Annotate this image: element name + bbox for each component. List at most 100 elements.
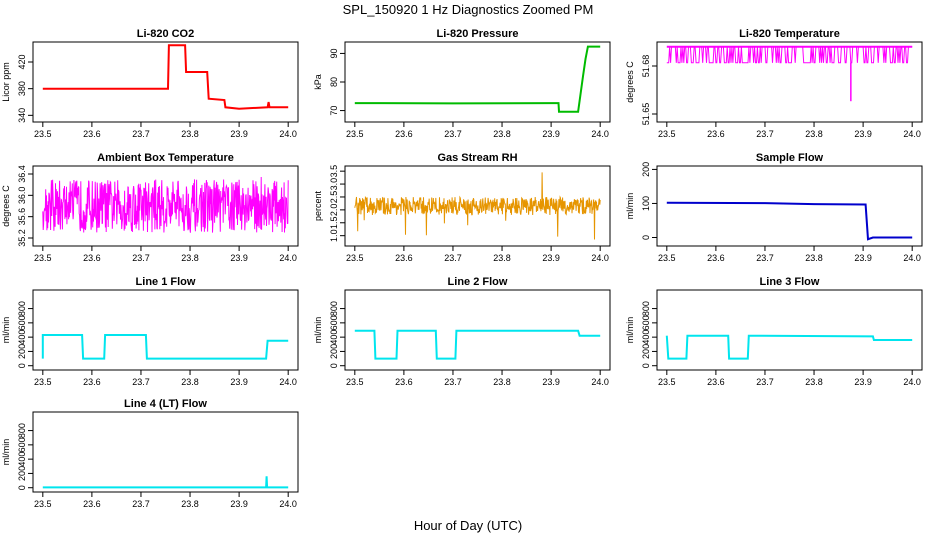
y-axis-label: kPa	[313, 74, 323, 90]
x-tick-label: 24.0	[279, 377, 297, 387]
y-tick-label: 0	[641, 363, 651, 368]
plot-frame	[32, 411, 299, 493]
series-line	[354, 172, 601, 240]
y-tick-label: 36.4	[17, 165, 27, 183]
y-tick-label: 200	[329, 344, 339, 359]
y-tick-label: 800	[641, 301, 651, 316]
x-tick-label: 24.0	[903, 377, 921, 387]
x-tick-label: 23.7	[132, 377, 150, 387]
series-line	[665, 334, 913, 360]
x-tick-label: 23.5	[34, 129, 52, 139]
panel-title: Sample Flow	[756, 152, 824, 164]
data-layer	[41, 334, 289, 360]
series-line	[354, 329, 601, 360]
x-tick-label: 23.8	[493, 253, 511, 263]
data-layer	[666, 201, 913, 241]
y-axis-label: Licor ppm	[1, 62, 11, 102]
plot-frame	[32, 165, 299, 247]
y-tick-label: 200	[641, 162, 651, 177]
x-tick-label: 23.7	[132, 499, 150, 509]
y-axis-label: ml/min	[313, 317, 323, 344]
x-tick-label: 23.7	[444, 129, 462, 139]
x-tick-label: 23.5	[658, 377, 676, 387]
x-tick-label: 23.6	[83, 377, 101, 387]
y-tick-label: 35.6	[17, 208, 27, 226]
panel-title: Ambient Box Temperature	[97, 152, 234, 164]
x-tick-label: 23.5	[658, 253, 676, 263]
x-tick-label: 23.7	[756, 253, 774, 263]
y-tick-label: 400	[17, 452, 27, 467]
data-layer	[42, 44, 289, 110]
y-tick-label: 200	[17, 344, 27, 359]
x-tick-label: 23.8	[181, 253, 199, 263]
panel-title: Li-820 Temperature	[739, 28, 840, 40]
data-layer	[354, 172, 601, 240]
x-tick-label: 23.6	[707, 377, 725, 387]
x-tick-label: 23.5	[346, 253, 364, 263]
series-line	[354, 45, 601, 113]
x-tick-label: 23.5	[34, 377, 52, 387]
panel-5: Gas Stream RH 23.5 23.6 23.7 23.8 23.9 24.0 1.0…	[313, 152, 611, 263]
y-tick-label: 600	[17, 315, 27, 330]
x-tick-label: 24.0	[279, 253, 297, 263]
data-layer	[354, 329, 601, 360]
y-tick-label: 200	[641, 344, 651, 359]
x-tick-label: 23.6	[83, 129, 101, 139]
y-tick-label: 0	[17, 363, 27, 368]
panel-title: Li-820 Pressure	[437, 28, 519, 40]
x-tick-label: 23.7	[444, 253, 462, 263]
x-tick-label: 23.6	[707, 129, 725, 139]
x-tick-label: 23.6	[395, 253, 413, 263]
x-tick-label: 23.9	[230, 499, 248, 509]
panel-title: Li-820 CO2	[137, 28, 194, 40]
series-line	[42, 176, 289, 233]
series-line	[42, 44, 289, 110]
x-tick-label: 23.5	[34, 253, 52, 263]
x-tick-label: 23.6	[395, 377, 413, 387]
plot-frame	[656, 289, 923, 371]
y-tick-label: 51.65	[641, 103, 651, 126]
plot-frame	[32, 289, 299, 371]
y-tick-label: 400	[17, 330, 27, 345]
y-tick-label: 36.0	[17, 187, 27, 205]
x-tick-label: 23.9	[854, 253, 872, 263]
plot-frame	[656, 41, 923, 123]
x-tick-label: 23.9	[230, 129, 248, 139]
data-layer	[666, 45, 913, 102]
plot-frame	[344, 289, 611, 371]
x-tick-label: 24.0	[591, 129, 609, 139]
x-tick-label: 24.0	[903, 129, 921, 139]
y-tick-label: 340	[17, 108, 27, 123]
x-tick-label: 23.6	[395, 129, 413, 139]
x-tick-label: 24.0	[591, 377, 609, 387]
y-tick-label: 70	[329, 106, 339, 116]
x-tick-label: 23.8	[493, 129, 511, 139]
panel-9: Line 3 Flow 23.5 23.6 23.7 23.8 23.9 24.0 0 2004…	[625, 276, 923, 387]
y-axis-label: ml/min	[625, 317, 635, 344]
y-tick-label: 1.0	[329, 229, 339, 242]
y-tick-label: 3.0	[329, 178, 339, 191]
y-tick-label: 0	[329, 363, 339, 368]
panel-1: Li-820 CO2 23.5 23.6 23.7 23.8 23.9 24.0 340 380…	[1, 28, 299, 139]
y-tick-label: 380	[17, 81, 27, 96]
y-tick-label: 2.5	[329, 191, 339, 204]
plot-frame	[656, 165, 923, 247]
data-layer	[42, 176, 289, 233]
x-tick-label: 24.0	[591, 253, 609, 263]
y-tick-label: 2.0	[329, 204, 339, 217]
x-tick-label: 23.9	[854, 129, 872, 139]
panel-10: Line 4 (LT) Flow 23.5 23.6 23.7 23.8 23.9 24.0…	[1, 398, 299, 509]
y-tick-label: 1.5	[329, 217, 339, 230]
panel-2: Li-820 Pressure 23.5 23.6 23.7 23.8 23.9 24.0 7…	[313, 28, 611, 139]
y-tick-label: 35.2	[17, 229, 27, 247]
x-tick-label: 23.6	[707, 253, 725, 263]
y-axis-label: degrees C	[625, 61, 635, 103]
y-axis-label: ml/min	[1, 439, 11, 466]
x-tick-label: 23.9	[542, 253, 560, 263]
x-tick-label: 24.0	[903, 253, 921, 263]
y-tick-label: 3.5	[329, 165, 339, 178]
y-tick-label: 800	[17, 301, 27, 316]
y-tick-label: 80	[329, 77, 339, 87]
x-tick-label: 23.9	[542, 377, 560, 387]
